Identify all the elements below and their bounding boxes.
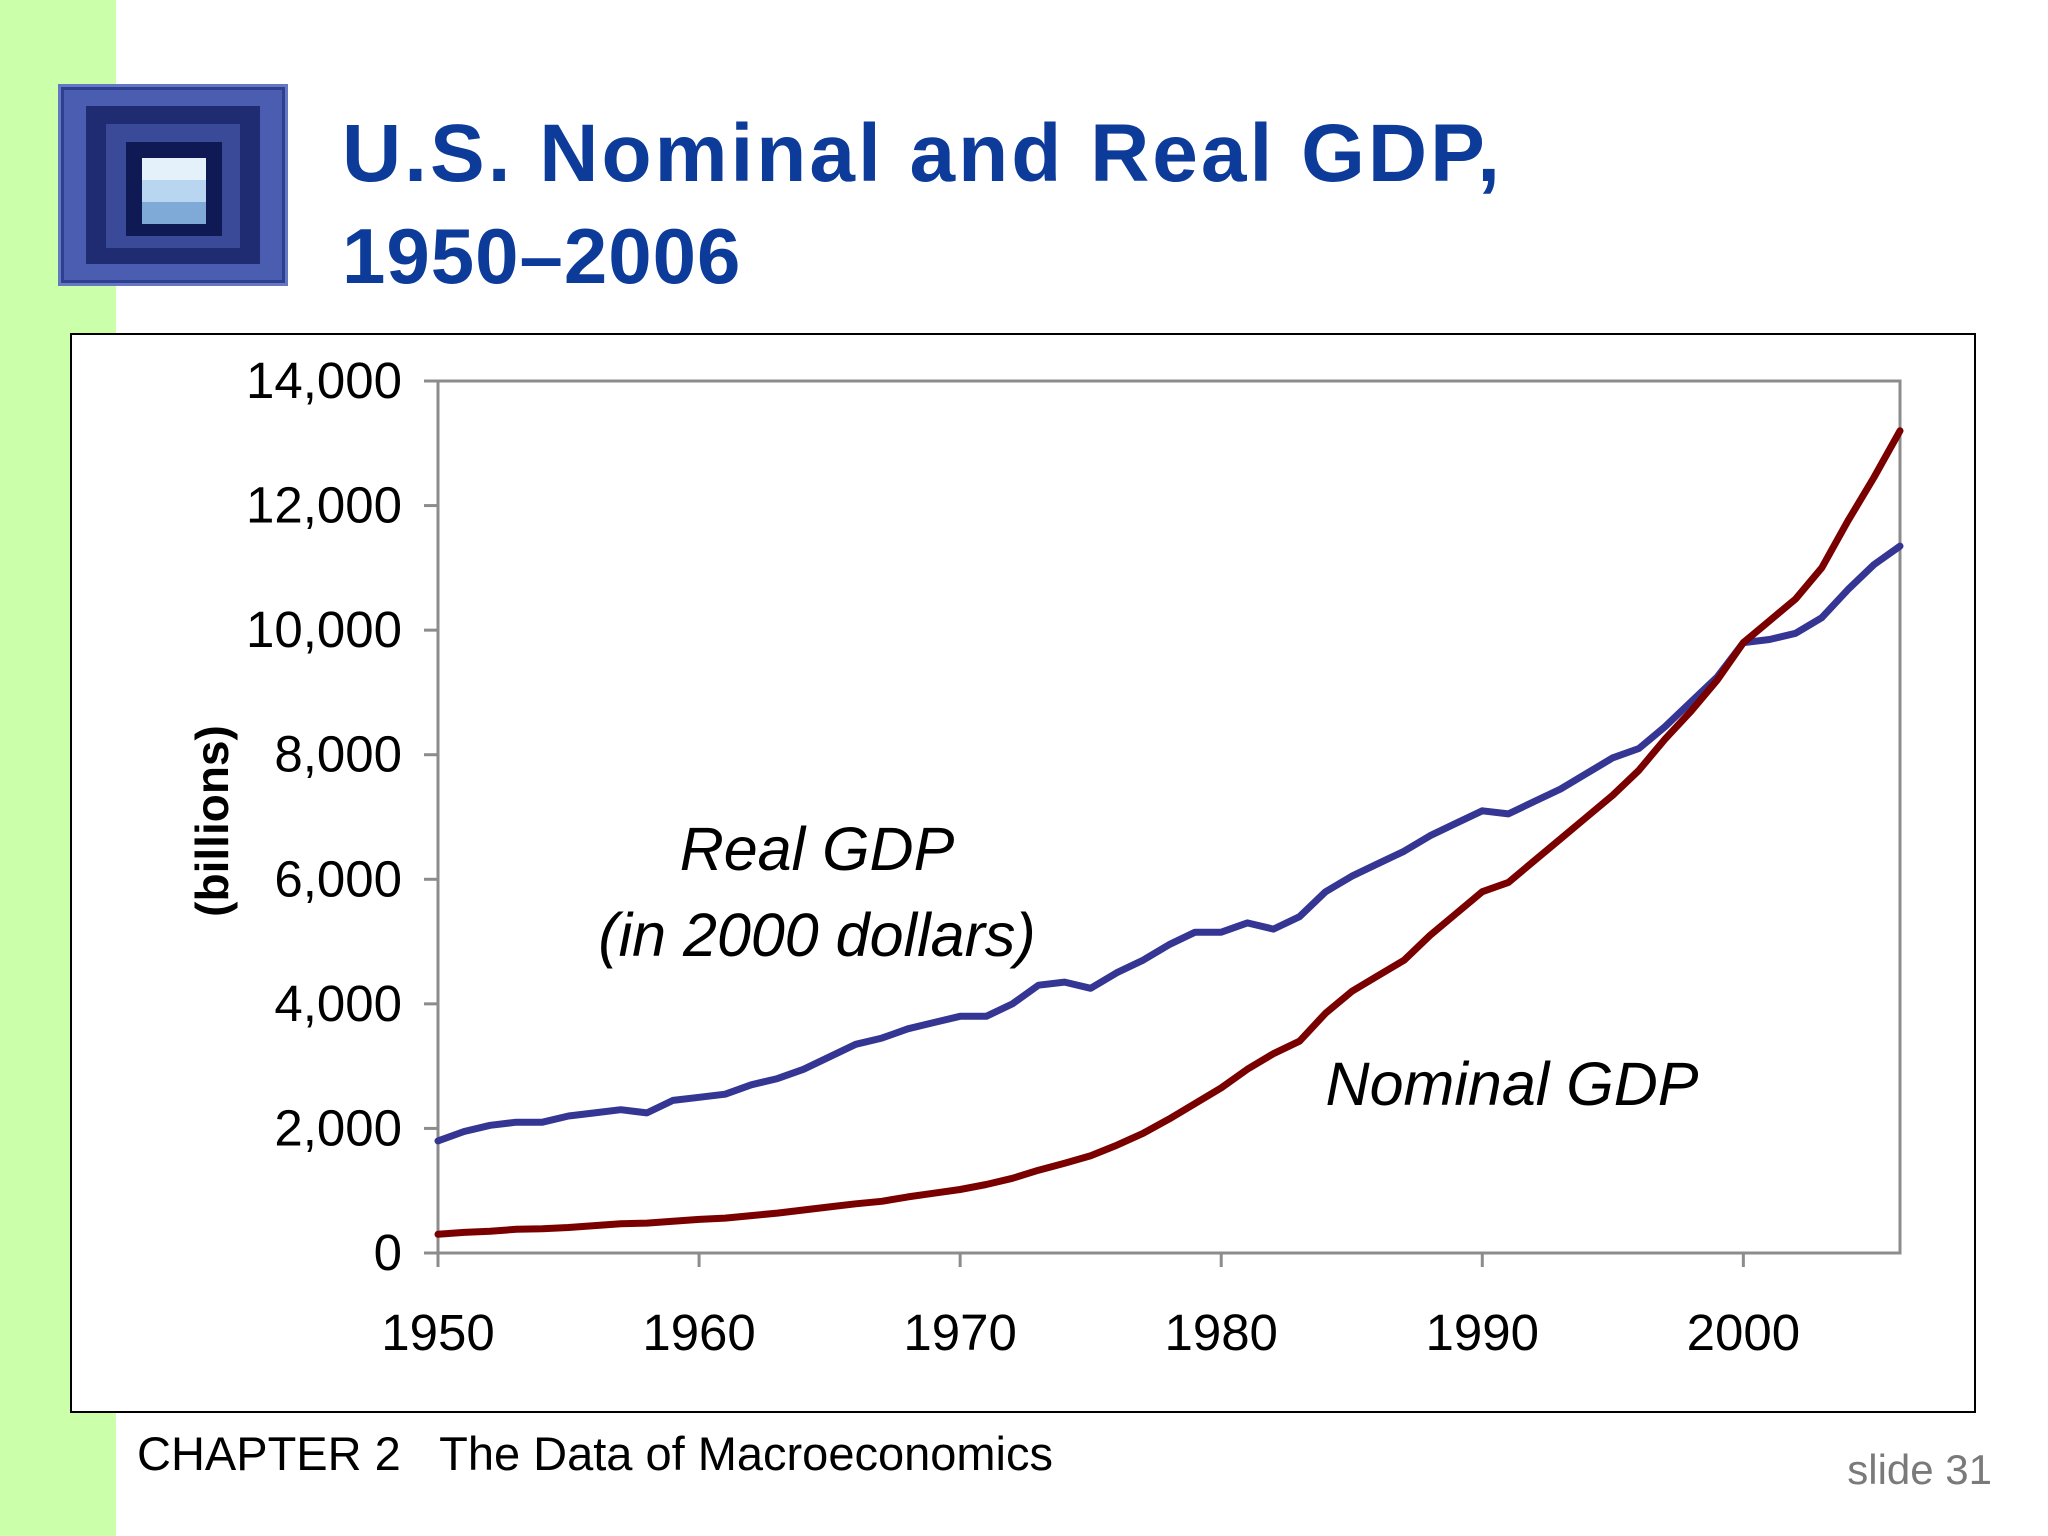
nominal-gdp-series-line <box>434 427 1904 1238</box>
y-tick-label: 4,000 <box>274 975 402 1032</box>
slide-number: slide 31 <box>1847 1446 1992 1493</box>
y-tick-label: 12,000 <box>246 477 402 534</box>
slide-title-line-2: 1950–2006 <box>342 212 742 300</box>
gdp-line-chart: (billions) 0 2,000 4,000 6,000 8,000 10,000 12… <box>186 352 1904 1361</box>
slide-title: U.S. Nominal and Real GDP, 1950–2006 <box>342 102 1503 308</box>
slide-title-line-1: U.S. Nominal and Real GDP, <box>342 108 1503 199</box>
x-tick-label: 2000 <box>1687 1304 1800 1361</box>
x-tick-label: 1980 <box>1164 1304 1277 1361</box>
y-tick-label: 0 <box>374 1224 402 1281</box>
slide-logo-image <box>58 84 288 286</box>
real-gdp-label: Real GDP <box>680 815 955 883</box>
x-tick-label: 1970 <box>903 1304 1016 1361</box>
logo-window-picture <box>58 84 288 286</box>
y-tick-label: 2,000 <box>274 1099 402 1156</box>
nominal-gdp-label: Nominal GDP <box>1326 1050 1699 1118</box>
real-gdp-series-line <box>434 542 1904 1145</box>
x-tick-label: 1960 <box>642 1304 755 1361</box>
x-tick-label: 1950 <box>381 1304 494 1361</box>
chapter-footer: CHAPTER 2 The Data of Macroeconomics <box>137 1427 1053 1480</box>
chart-frame: (billions) 0 2,000 4,000 6,000 8,000 10,000 12… <box>70 333 1976 1413</box>
y-tick-label: 14,000 <box>246 352 402 409</box>
y-tick-label: 10,000 <box>246 601 402 658</box>
y-tick-label: 6,000 <box>274 850 402 907</box>
y-axis-title: (billions) <box>186 725 238 917</box>
y-tick-label: 8,000 <box>274 726 402 783</box>
real-gdp-units-label: (in 2000 dollars) <box>598 901 1035 969</box>
x-tick-label: 1990 <box>1426 1304 1539 1361</box>
